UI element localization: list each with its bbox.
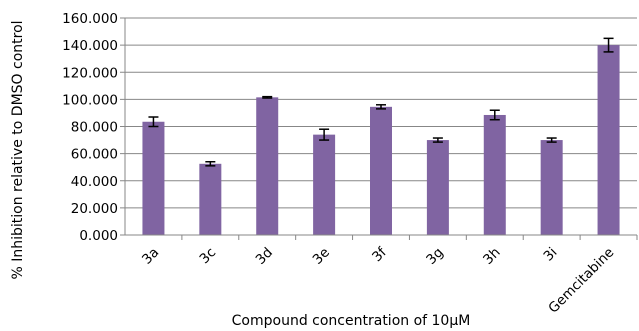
bar-3h xyxy=(483,114,506,235)
x-category-label: 3a xyxy=(139,245,162,268)
error-bar-3e xyxy=(319,128,330,141)
bar-3g xyxy=(426,140,449,235)
error-bar-Gemcitabine xyxy=(603,37,614,53)
y-tick-label: 80.000 xyxy=(71,120,118,136)
axes xyxy=(124,18,637,236)
y-tick-label: 160.000 xyxy=(62,11,118,27)
error-bar-3a xyxy=(148,116,159,128)
y-tick-label: 40.000 xyxy=(71,174,118,190)
y-tick-label: 60.000 xyxy=(71,147,118,163)
bar-3i xyxy=(540,140,563,235)
error-bar-3d xyxy=(262,95,273,99)
y-tick-label: 120.000 xyxy=(62,65,118,81)
bar-3e xyxy=(313,134,336,235)
x-category-label: 3i xyxy=(540,245,560,265)
bar-3c xyxy=(199,163,222,235)
x-category-label: 3e xyxy=(310,245,333,268)
x-category-label: 3h xyxy=(480,245,503,268)
error-bar-3c xyxy=(205,161,216,167)
x-category-label: 3g xyxy=(423,245,446,268)
y-tick-label: 0.000 xyxy=(79,228,118,244)
error-bar-3h xyxy=(489,109,500,121)
bar-3f xyxy=(370,106,392,235)
error-bar-3g xyxy=(432,137,443,143)
error-bar-3i xyxy=(546,137,557,143)
bar-3a xyxy=(142,121,165,235)
x-axis-title: Compound concentration of 10μM xyxy=(232,313,471,329)
error-bar-3f xyxy=(376,104,386,110)
bar-3d xyxy=(256,97,279,235)
bar-Gemcitabine xyxy=(597,45,620,235)
bars xyxy=(142,37,620,235)
x-category-label: 3d xyxy=(253,245,276,268)
y-axis-title: % Inhibition relative to DMSO control xyxy=(10,20,26,279)
y-tick-labels: 0.000 20.000 40.000 60.000 80.000 100.000 120.… xyxy=(62,11,118,244)
x-category-label: 3c xyxy=(197,245,220,268)
y-tick-label: 100.000 xyxy=(62,92,118,108)
y-tick-label: 20.000 xyxy=(71,201,118,217)
x-category-label: 3f xyxy=(369,244,391,266)
y-tick-label: 140.000 xyxy=(62,38,118,54)
